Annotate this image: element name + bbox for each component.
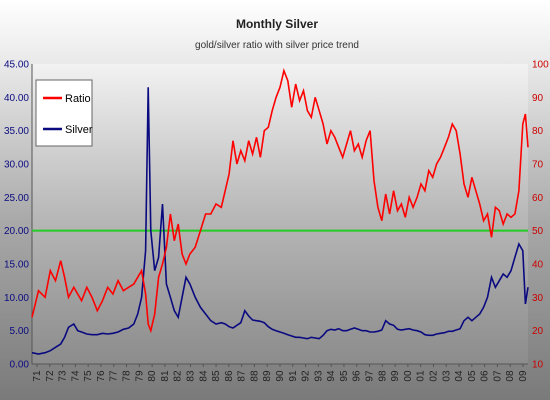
x-tick-label: 95 [339,370,350,382]
x-tick-label: 98 [377,370,388,382]
x-tick-label: 74 [70,370,81,382]
x-tick-label: 87 [237,370,248,382]
x-tick-label: 85 [211,370,222,382]
legend-label-ratio: Ratio [65,93,91,105]
x-tick-label: 89 [262,370,273,382]
x-tick-label: 91 [288,370,299,382]
y-left-tick-label: 0.00 [10,360,30,371]
y-right-tick-label: 100 [532,60,549,71]
x-tick-label: 07 [492,370,503,382]
x-tick-label: 80 [147,370,158,382]
y-axis-left-ticks: 0.00 5.00 10.00 15.00 20.00 25.00 30.00 35.00 40… [4,60,29,371]
series-line-silver [31,87,529,355]
x-tick-label: 72 [45,370,56,382]
x-tick-label: 01 [416,370,427,382]
y-left-tick-label: 45.00 [4,60,29,71]
x-axis-ticks: 71 72 73 74 75 76 77 78 79 80 81 82 83 84 85 86 87 88 89 90… [32,364,529,382]
x-tick-label: 94 [326,370,337,382]
y-right-tick-label: 50 [532,226,544,237]
x-tick-label: 82 [173,370,184,382]
y-right-tick-label: 30 [532,293,544,304]
y-left-tick-label: 5.00 [10,326,30,337]
x-tick-label: 71 [32,370,43,382]
y-right-tick-label: 90 [532,93,544,104]
x-tick-label: 03 [441,370,452,382]
x-tick-label: 86 [224,370,235,382]
y-right-tick-label: 40 [532,260,544,271]
x-tick-label: 81 [160,370,171,382]
y-left-tick-label: 20.00 [4,226,29,237]
x-tick-label: 92 [301,370,312,382]
y-right-tick-label: 80 [532,126,544,137]
y-left-tick-label: 10.00 [4,293,29,304]
x-tick-label: 05 [467,370,478,382]
x-tick-label: 02 [428,370,439,382]
x-tick-label: 99 [390,370,401,382]
chart-title: Monthly Silver [236,17,318,31]
y-right-tick-label: 20 [532,326,544,337]
chart-subtitle: gold/silver ratio with silver price tren… [195,40,359,51]
legend-box [35,79,93,147]
x-tick-label: 06 [480,370,491,382]
x-tick-label: 97 [365,370,376,382]
y-left-tick-label: 25.00 [4,193,29,204]
y-left-tick-label: 40.00 [4,93,29,104]
x-tick-label: 79 [134,370,145,382]
x-tick-label: 96 [352,370,363,382]
series-line-ratio [31,68,529,334]
x-tick-label: 77 [109,370,120,382]
x-tick-label: 88 [249,370,260,382]
legend: Ratio Silver [35,79,93,147]
x-tick-label: 84 [198,370,209,382]
plot-area [32,64,528,364]
x-tick-label: 93 [313,370,324,382]
x-tick-label: 04 [454,370,465,382]
x-tick-label: 83 [185,370,196,382]
x-tick-label: 75 [83,370,94,382]
y-right-tick-label: 70 [532,160,544,171]
y-right-tick-label: 60 [532,193,544,204]
x-tick-label: 76 [96,370,107,382]
x-tick-label: 90 [275,370,286,382]
y-left-tick-label: 30.00 [4,160,29,171]
y-left-tick-label: 15.00 [4,260,29,271]
legend-label-silver: Silver [65,124,93,136]
x-tick-label: 73 [58,370,69,382]
y-left-tick-label: 35.00 [4,126,29,137]
y-right-tick-label: 10 [532,360,544,371]
x-tick-label: 09 [518,370,529,382]
y-axis-right-ticks: 10 20 30 40 50 60 70 80 90 100 [532,60,549,371]
x-tick-label: 00 [403,370,414,382]
x-tick-label: 78 [122,370,133,382]
x-tick-label: 08 [505,370,516,382]
